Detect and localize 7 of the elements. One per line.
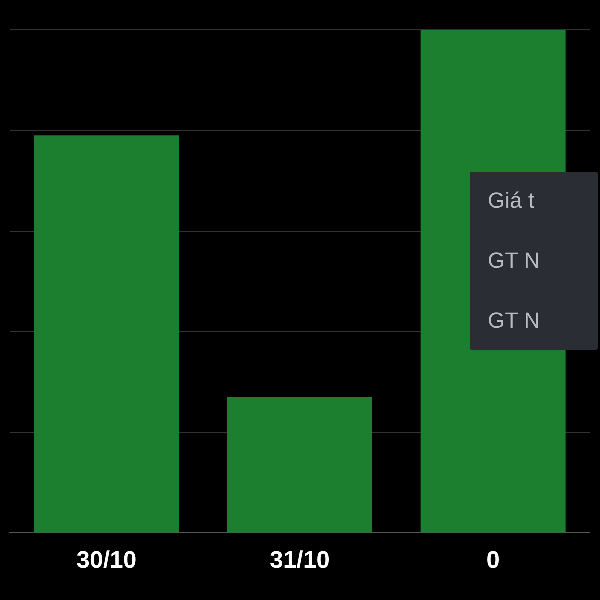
tooltip-box: Giá t GT N GT N bbox=[470, 172, 598, 350]
x-tick-label: 31/10 bbox=[270, 547, 330, 574]
annotation: GT N bbox=[488, 248, 542, 274]
annotation: Giá t bbox=[488, 188, 536, 214]
annotation: GT N bbox=[488, 308, 542, 334]
x-tick-label: 0 bbox=[486, 547, 500, 574]
x-tick-label: 30/10 bbox=[76, 547, 137, 574]
